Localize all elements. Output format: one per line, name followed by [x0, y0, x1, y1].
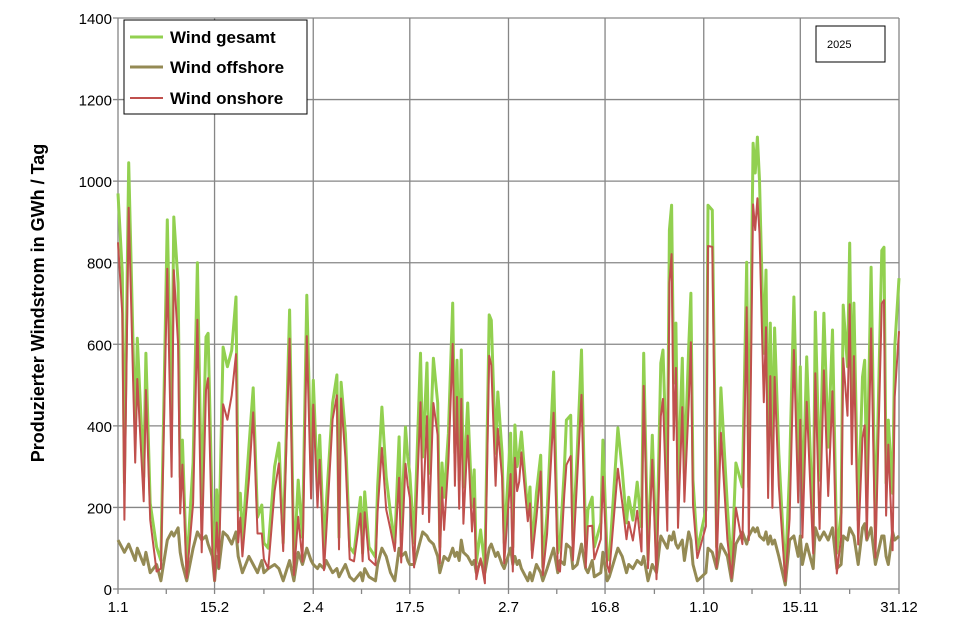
y-axis-label: Produzierter Windstrom in GWh / Tag [28, 144, 48, 463]
series-lines [116, 135, 901, 587]
y-tick-label: 800 [87, 256, 112, 273]
y-tick-label: 600 [87, 337, 112, 354]
year-annotation: 2025 [815, 25, 886, 63]
y-tick-label: 200 [87, 500, 112, 517]
year-box [815, 25, 886, 63]
series-line-offshore [116, 522, 901, 587]
y-tick-label: 1000 [79, 174, 112, 191]
x-axis-ticks: 1.1 15.2 2.4 17.5 2.7 16.8 1.10 15.11 31.12 [108, 599, 918, 616]
y-axis-ticks: 0 200 400 600 800 1000 1200 1400 [79, 11, 112, 599]
y-tick-label: 0 [104, 582, 112, 599]
x-tick-label: 2.4 [303, 599, 324, 616]
x-tick-label: 1.1 [108, 599, 129, 616]
x-tick-label: 2.7 [498, 599, 519, 616]
legend-label-offshore: Wind offshore [170, 58, 284, 77]
x-tick-label: 15.2 [200, 599, 229, 616]
legend-label-onshore: Wind onshore [170, 89, 283, 108]
y-tick-label: 400 [87, 419, 112, 436]
x-tick-label: 16.8 [590, 599, 619, 616]
legend: Wind gesamt Wind offshore Wind onshore [123, 19, 308, 115]
x-tick-label: 31.12 [880, 599, 918, 616]
x-tick-label: 17.5 [395, 599, 424, 616]
legend-label-gesamt: Wind gesamt [170, 28, 276, 47]
y-tick-label: 1200 [79, 93, 112, 110]
series-line-onshore [117, 197, 900, 585]
x-tick-label: 15.11 [782, 599, 818, 616]
y-tick-label: 1400 [79, 11, 112, 28]
year-label: 2025 [827, 39, 851, 51]
x-tick-label: 1.10 [689, 599, 718, 616]
